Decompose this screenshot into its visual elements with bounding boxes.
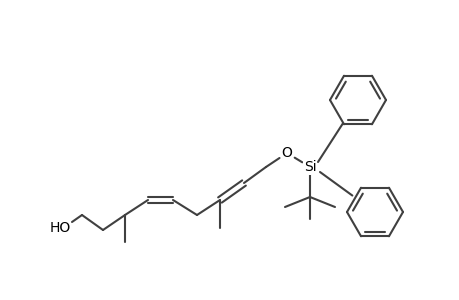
Text: Si: Si — [303, 160, 316, 174]
Text: HO: HO — [49, 221, 71, 235]
Text: O: O — [281, 146, 292, 160]
